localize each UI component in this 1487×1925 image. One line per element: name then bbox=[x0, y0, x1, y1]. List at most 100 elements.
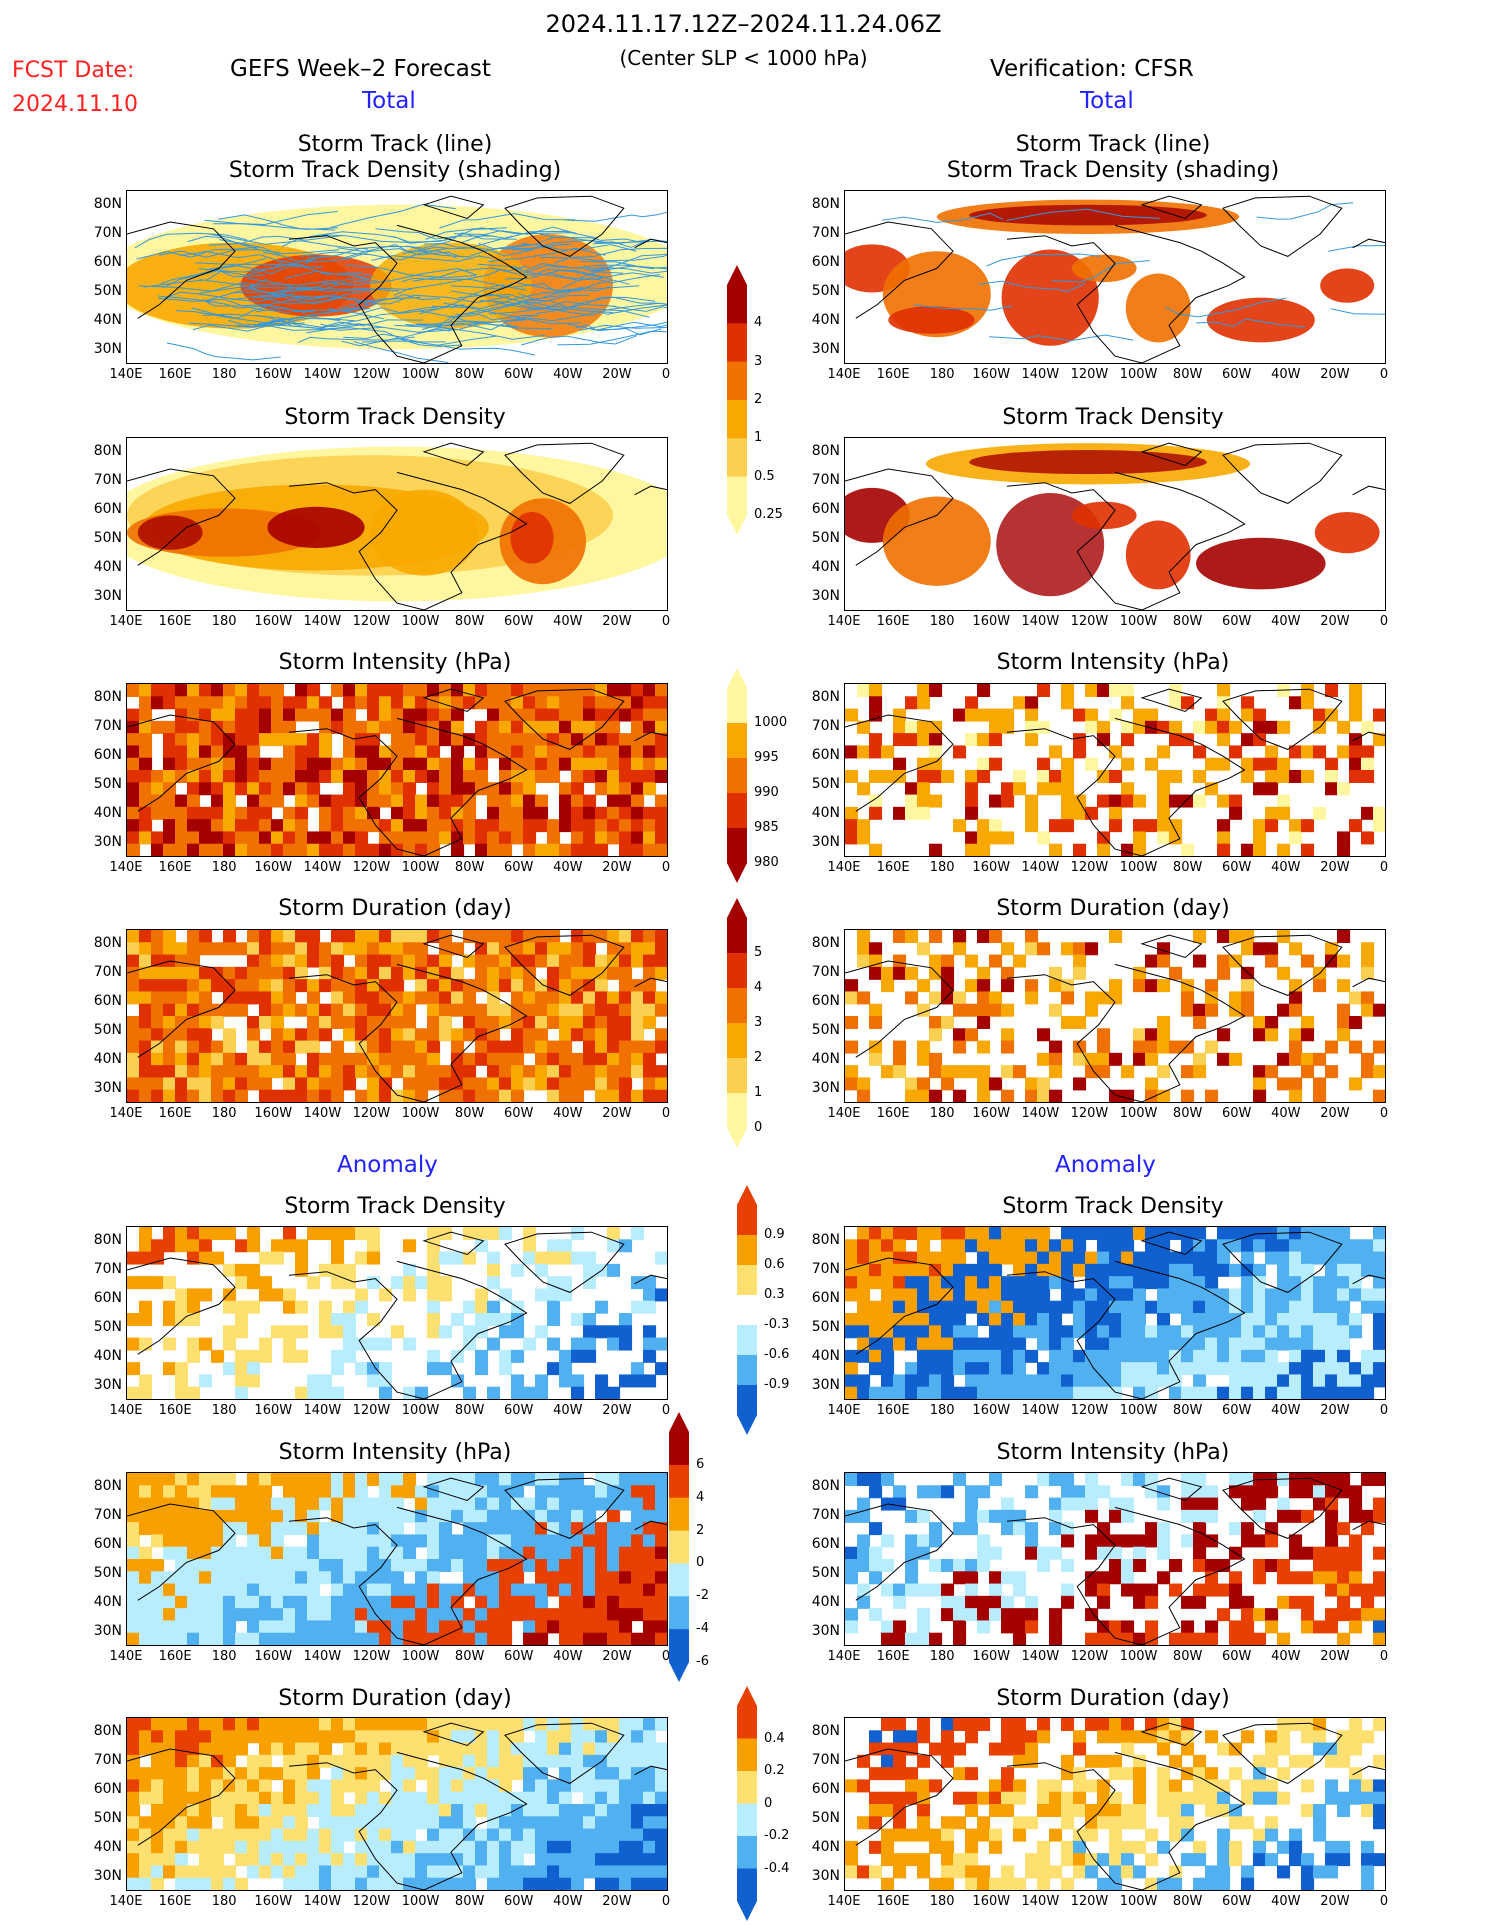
lon-label: 140E bbox=[827, 860, 861, 875]
lon-label: 80W bbox=[1172, 1649, 1203, 1664]
lat-label: 60N bbox=[93, 747, 122, 763]
lon-label: 20W bbox=[602, 1403, 632, 1418]
lon-label: 0 bbox=[1379, 367, 1389, 382]
panel-title: Storm Track (line) bbox=[297, 132, 493, 157]
map-panel bbox=[126, 683, 668, 857]
lat-label: 40N bbox=[93, 559, 122, 575]
lat-label: 70N bbox=[811, 718, 840, 734]
lon-label: 160E bbox=[876, 367, 910, 382]
lon-label: 160E bbox=[158, 1649, 192, 1664]
lat-label: 30N bbox=[811, 1080, 840, 1096]
lat-label: 70N bbox=[93, 472, 122, 488]
map-panel bbox=[126, 929, 668, 1103]
colorbar-tick: 4 bbox=[754, 980, 763, 995]
lat-label: 70N bbox=[93, 225, 122, 241]
duration-colorbar bbox=[727, 898, 747, 1148]
lat-label: 80N bbox=[93, 1232, 122, 1248]
lat-label: 30N bbox=[811, 588, 840, 604]
colorbar-tick: 0.4 bbox=[764, 1730, 785, 1746]
lat-label: 80N bbox=[93, 443, 122, 459]
intensity-colorbar bbox=[727, 668, 747, 883]
colorbar-tick: 1 bbox=[754, 430, 763, 446]
lon-label: 140E bbox=[827, 614, 861, 629]
lat-label: 30N bbox=[93, 1377, 122, 1393]
lon-label: 100W bbox=[401, 1403, 440, 1418]
lat-label: 50N bbox=[93, 1810, 122, 1826]
lon-label: 120W bbox=[352, 367, 391, 382]
lat-label: 40N bbox=[93, 1839, 122, 1855]
lat-label: 40N bbox=[811, 1348, 840, 1364]
lon-label: 80W bbox=[1172, 1106, 1203, 1121]
lat-label: 40N bbox=[811, 1051, 840, 1067]
lon-label: 60W bbox=[1222, 367, 1252, 382]
left-anomaly-label: Anomaly bbox=[337, 1152, 438, 1178]
lon-label: 0 bbox=[661, 1106, 671, 1121]
colorbar-tick: 0.2 bbox=[764, 1763, 785, 1778]
lon-label: 0 bbox=[1379, 1649, 1389, 1664]
panel-title: Storm Duration (day) bbox=[278, 896, 512, 921]
lat-label: 30N bbox=[93, 1080, 122, 1096]
lon-label: 60W bbox=[1222, 860, 1252, 875]
panel-title: Storm Track Density (shading) bbox=[946, 158, 1280, 183]
lon-label: 180 bbox=[211, 1106, 237, 1121]
map-panel bbox=[844, 1472, 1386, 1646]
colorbar-tick: -0.3 bbox=[764, 1317, 790, 1332]
lon-label: 40W bbox=[1271, 860, 1301, 875]
lon-label: 40W bbox=[553, 614, 583, 629]
lon-label: 120W bbox=[352, 1649, 391, 1664]
lon-label: 140E bbox=[109, 367, 143, 382]
lon-label: 160E bbox=[876, 1894, 910, 1909]
map-panel bbox=[844, 190, 1386, 364]
colorbar-tick: 0.6 bbox=[764, 1257, 785, 1272]
lon-label: 80W bbox=[1172, 1403, 1203, 1418]
lon-label: 180 bbox=[929, 367, 955, 382]
lon-label: 140W bbox=[1021, 1403, 1060, 1418]
right-column-title: Verification: CFSR bbox=[990, 56, 1194, 82]
lat-label: 40N bbox=[811, 805, 840, 821]
lon-label: 140W bbox=[1021, 1649, 1060, 1664]
lat-label: 60N bbox=[93, 501, 122, 517]
colorbar-tick: -0.2 bbox=[764, 1828, 790, 1843]
lon-label: 60W bbox=[504, 1894, 534, 1909]
map-panel bbox=[844, 437, 1386, 611]
lon-label: 80W bbox=[454, 860, 485, 875]
lon-label: 0 bbox=[661, 614, 671, 629]
lat-label: 60N bbox=[811, 1781, 840, 1797]
lon-label: 0 bbox=[661, 1403, 671, 1418]
lat-label: 50N bbox=[93, 1022, 122, 1038]
lon-label: 60W bbox=[504, 1649, 534, 1664]
lon-label: 0 bbox=[661, 1894, 671, 1909]
lon-label: 60W bbox=[1222, 1649, 1252, 1664]
lat-label: 30N bbox=[811, 834, 840, 850]
lat-label: 80N bbox=[811, 196, 840, 212]
lon-label: 160E bbox=[158, 1403, 192, 1418]
lon-label: 160E bbox=[876, 614, 910, 629]
lon-label: 40W bbox=[553, 1894, 583, 1909]
panel-title: Storm Intensity (hPa) bbox=[996, 650, 1230, 675]
colorbar-tick: 3 bbox=[754, 353, 763, 369]
lat-label: 40N bbox=[811, 1594, 840, 1610]
lat-label: 30N bbox=[811, 341, 840, 357]
map-panel bbox=[126, 1226, 668, 1400]
panel-title: Storm Duration (day) bbox=[278, 1686, 512, 1711]
lon-label: 100W bbox=[401, 1894, 440, 1909]
lon-label: 140W bbox=[303, 1106, 342, 1121]
lon-label: 80W bbox=[1172, 367, 1203, 382]
lon-label: 180 bbox=[211, 614, 237, 629]
lon-label: 140W bbox=[303, 367, 342, 382]
lon-label: 120W bbox=[1070, 1403, 1109, 1418]
lat-label: 30N bbox=[93, 834, 122, 850]
lon-label: 160W bbox=[254, 860, 293, 875]
lat-label: 50N bbox=[93, 1319, 122, 1335]
lon-label: 140E bbox=[109, 1649, 143, 1664]
lon-label: 60W bbox=[504, 860, 534, 875]
lon-label: 100W bbox=[1119, 614, 1158, 629]
lon-label: 160W bbox=[254, 1403, 293, 1418]
lon-label: 160W bbox=[972, 1649, 1011, 1664]
right-anomaly-label: Anomaly bbox=[1055, 1152, 1156, 1178]
lat-label: 40N bbox=[93, 1051, 122, 1067]
lon-label: 160E bbox=[876, 860, 910, 875]
colorbar-tick: -0.4 bbox=[764, 1860, 790, 1876]
lat-label: 50N bbox=[93, 1565, 122, 1581]
fcst-date-value: 2024.11.10 bbox=[12, 92, 138, 117]
